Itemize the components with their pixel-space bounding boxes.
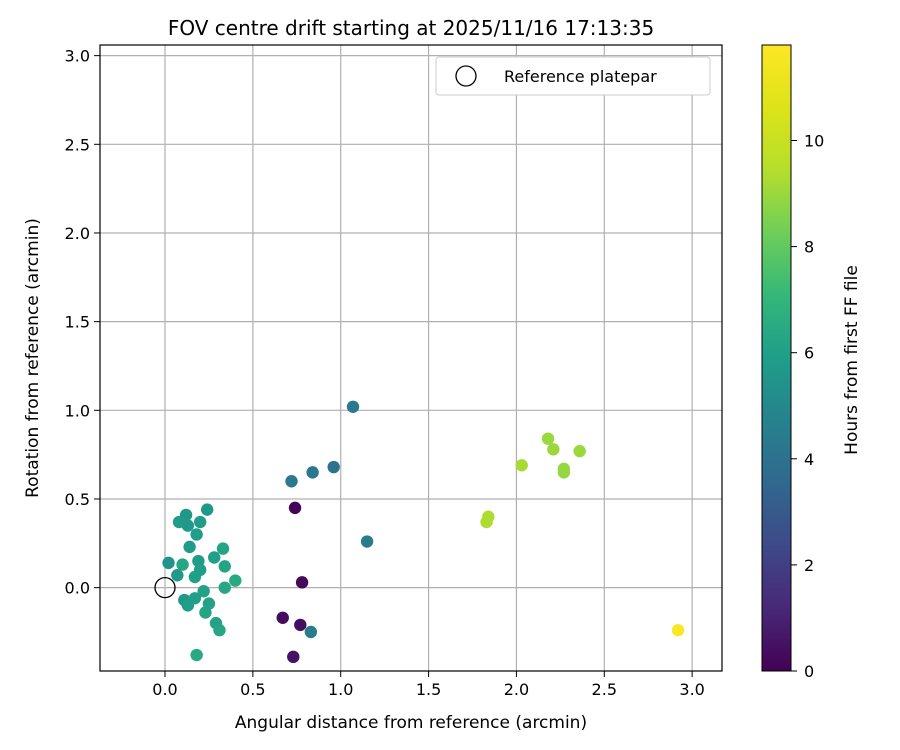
- legend-box: [435, 56, 711, 96]
- data-point: [288, 501, 302, 515]
- data-point: [188, 592, 202, 605]
- data-point: [276, 611, 289, 624]
- data-point: [306, 466, 319, 479]
- data-point: [181, 519, 195, 532]
- x-tick-label: 2.0: [504, 680, 529, 699]
- data-point: [573, 444, 586, 458]
- x-tick-label: 0.5: [240, 680, 265, 699]
- legend-label-reference: Reference platepar: [504, 67, 657, 86]
- data-point: [193, 515, 207, 529]
- y-tick-label: 0.0: [65, 579, 90, 598]
- data-points: [154, 400, 685, 664]
- grid: [100, 45, 722, 671]
- data-point: [304, 625, 318, 639]
- colorbar-label: Hours from first FF file: [842, 265, 862, 455]
- y-tick-label: 1.5: [65, 313, 90, 332]
- data-point: [547, 443, 560, 456]
- data-point: [176, 558, 189, 571]
- colorbar-tick-label: 0: [804, 662, 814, 681]
- data-point: [671, 624, 685, 637]
- colorbar-ticks: 0 2 4 6 8 10: [791, 131, 824, 681]
- data-point: [179, 508, 193, 522]
- y-tick-label: 1.0: [65, 401, 90, 420]
- x-tick-label: 2.5: [592, 680, 617, 699]
- data-point: [213, 624, 226, 637]
- data-point: [557, 466, 571, 479]
- y-tick-label: 3.0: [65, 47, 90, 66]
- colorbar-bar: [761, 44, 792, 672]
- colorbar-tick-label: 8: [804, 238, 814, 257]
- y-tick-label: 2.5: [65, 135, 90, 154]
- data-point: [287, 650, 300, 664]
- y-tick-label: 2.0: [65, 224, 90, 243]
- data-point: [200, 503, 214, 516]
- data-point: [190, 648, 203, 662]
- data-point: [346, 400, 360, 413]
- data-point: [360, 535, 374, 548]
- colorbar-tick-label: 10: [804, 131, 824, 150]
- x-axis-label: Angular distance from reference (arcmin): [235, 713, 587, 733]
- data-point: [327, 460, 340, 474]
- y-tick-label: 0.5: [65, 490, 90, 509]
- data-point: [218, 581, 231, 594]
- data-point: [202, 597, 216, 610]
- x-tick-label: 1.5: [416, 680, 441, 699]
- x-tick-label: 0.0: [152, 680, 177, 699]
- data-point: [541, 432, 555, 445]
- data-point: [482, 510, 495, 523]
- legend-marker-reference: [455, 65, 477, 87]
- data-point: [218, 560, 231, 573]
- x-tick-label: 1.0: [328, 680, 353, 699]
- data-point: [216, 542, 230, 555]
- colorbar: 0 2 4 6 8 10 Hours from first FF file: [761, 44, 862, 681]
- data-point: [162, 556, 175, 570]
- data-point: [294, 618, 307, 632]
- colorbar-tick-label: 6: [804, 344, 814, 363]
- chart-title: FOV centre drift starting at 2025/11/16 …: [168, 16, 654, 40]
- data-point: [285, 475, 298, 488]
- colorbar-tick-label: 2: [804, 556, 814, 575]
- data-point: [183, 540, 196, 554]
- y-axis-ticks: 0.0 0.5 1.0 1.5 2.0 2.5 3.0: [65, 47, 100, 598]
- data-point: [190, 528, 203, 541]
- plot-frame: [99, 44, 723, 672]
- data-point: [171, 569, 184, 582]
- data-point: [193, 563, 207, 577]
- data-point: [197, 584, 210, 598]
- colorbar-tick-label: 4: [804, 450, 814, 469]
- x-tick-label: 3.0: [679, 680, 704, 699]
- legend: Reference platepar: [435, 56, 711, 96]
- data-point: [208, 551, 221, 564]
- data-point: [515, 459, 528, 472]
- reference-platepar-marker: [154, 577, 176, 599]
- data-point: [295, 576, 309, 589]
- x-axis-ticks: 0.0 0.5 1.0 1.5 2.0 2.5 3.0: [152, 671, 705, 699]
- data-point: [229, 574, 242, 587]
- y-axis-label: Rotation from reference (arcmin): [23, 218, 43, 498]
